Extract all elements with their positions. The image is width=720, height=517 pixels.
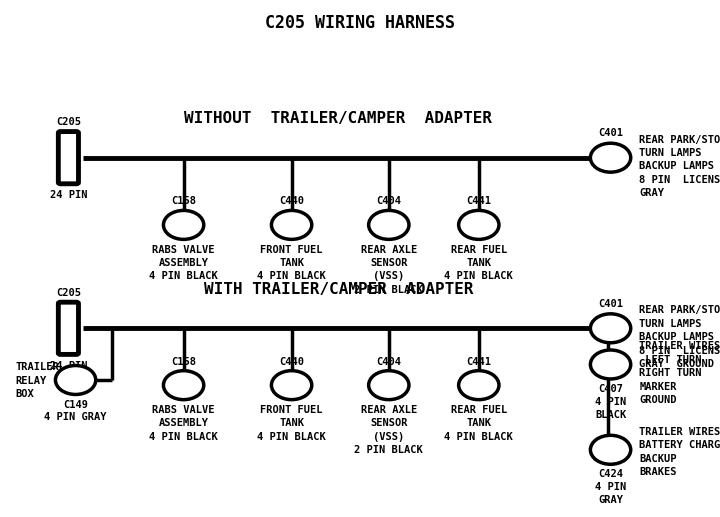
Text: REAR AXLE: REAR AXLE [361,405,417,415]
Text: FRONT FUEL: FRONT FUEL [261,245,323,254]
Text: 4 PIN BLACK: 4 PIN BLACK [444,432,513,442]
Text: GRAY: GRAY [639,188,665,199]
Circle shape [590,350,631,379]
Text: GRAY  GROUND: GRAY GROUND [639,359,714,369]
Text: 4 PIN: 4 PIN [595,482,626,492]
Text: C205 WIRING HARNESS: C205 WIRING HARNESS [265,14,455,32]
Text: BRAKES: BRAKES [639,467,677,477]
Text: ASSEMBLY: ASSEMBLY [158,258,209,268]
Circle shape [590,314,631,343]
Circle shape [590,143,631,172]
Text: WITH TRAILER/CAMPER  ADAPTER: WITH TRAILER/CAMPER ADAPTER [204,282,473,297]
Text: FRONT FUEL: FRONT FUEL [261,405,323,415]
Circle shape [369,210,409,239]
Text: RABS VALVE: RABS VALVE [153,245,215,254]
Text: 8 PIN  LICENSE LAMPS: 8 PIN LICENSE LAMPS [639,175,720,185]
Circle shape [163,371,204,400]
Text: MARKER: MARKER [639,382,677,392]
Text: C205: C205 [56,287,81,298]
Text: ASSEMBLY: ASSEMBLY [158,418,209,428]
Text: TRAILER WIRES: TRAILER WIRES [639,341,720,352]
Text: 4 PIN GRAY: 4 PIN GRAY [45,412,107,422]
Circle shape [163,210,204,239]
Circle shape [590,435,631,464]
Text: REAR PARK/STOP: REAR PARK/STOP [639,134,720,145]
Text: 4 PIN: 4 PIN [595,397,626,406]
Circle shape [271,371,312,400]
Text: RABS VALVE: RABS VALVE [153,405,215,415]
Text: TRAILER: TRAILER [16,362,60,372]
Text: C424: C424 [598,469,623,479]
Text: TURN LAMPS: TURN LAMPS [639,148,702,158]
Text: TANK: TANK [467,258,491,268]
Text: BACKUP LAMPS: BACKUP LAMPS [639,332,714,342]
Text: C404: C404 [377,357,401,367]
Text: REAR FUEL: REAR FUEL [451,405,507,415]
Text: LEFT TURN: LEFT TURN [639,355,702,365]
Text: (VSS): (VSS) [373,271,405,281]
Text: REAR AXLE: REAR AXLE [361,245,417,254]
Text: 4 PIN BLACK: 4 PIN BLACK [149,271,218,281]
Text: 4 PIN BLACK: 4 PIN BLACK [444,271,513,281]
Text: C401: C401 [598,299,623,309]
Text: RELAY: RELAY [16,375,47,386]
Text: 4 PIN BLACK: 4 PIN BLACK [257,271,326,281]
Text: TRAILER WIRES: TRAILER WIRES [639,427,720,437]
Text: SENSOR: SENSOR [370,258,408,268]
Text: C149: C149 [63,400,88,409]
Text: C440: C440 [279,196,304,206]
Text: C158: C158 [171,357,196,367]
Text: C205: C205 [56,117,81,127]
Circle shape [369,371,409,400]
Circle shape [459,210,499,239]
Text: RIGHT TURN: RIGHT TURN [639,368,702,378]
Text: BLACK: BLACK [595,410,626,420]
Text: WITHOUT  TRAILER/CAMPER  ADAPTER: WITHOUT TRAILER/CAMPER ADAPTER [184,111,492,127]
Text: C158: C158 [171,196,196,206]
Text: REAR FUEL: REAR FUEL [451,245,507,254]
FancyBboxPatch shape [58,302,78,355]
Text: 4 PIN BLACK: 4 PIN BLACK [149,432,218,442]
Text: TANK: TANK [279,258,304,268]
Text: GRAY: GRAY [598,495,623,505]
Text: SENSOR: SENSOR [370,418,408,428]
Circle shape [459,371,499,400]
Text: 4 PIN BLACK: 4 PIN BLACK [257,432,326,442]
Text: 24 PIN: 24 PIN [50,361,87,371]
Text: (VSS): (VSS) [373,432,405,442]
Text: BACKUP: BACKUP [639,453,677,464]
Text: TANK: TANK [279,418,304,428]
Text: C440: C440 [279,357,304,367]
Text: C441: C441 [467,196,491,206]
Text: REAR PARK/STOP: REAR PARK/STOP [639,305,720,315]
Text: BACKUP LAMPS: BACKUP LAMPS [639,161,714,172]
Text: C441: C441 [467,357,491,367]
Text: 24 PIN: 24 PIN [50,190,87,200]
Text: TANK: TANK [467,418,491,428]
Circle shape [55,366,96,394]
Text: 2 PIN BLACK: 2 PIN BLACK [354,445,423,455]
Text: BOX: BOX [16,389,35,399]
Text: 2 PIN BLACK: 2 PIN BLACK [354,285,423,295]
Text: BATTERY CHARGE: BATTERY CHARGE [639,440,720,450]
Text: C407: C407 [598,384,623,394]
Text: C401: C401 [598,128,623,138]
Text: 8 PIN  LICENSE LAMPS: 8 PIN LICENSE LAMPS [639,345,720,356]
Circle shape [271,210,312,239]
FancyBboxPatch shape [58,132,78,184]
Text: GROUND: GROUND [639,395,677,405]
Text: C404: C404 [377,196,401,206]
Text: TURN LAMPS: TURN LAMPS [639,318,702,329]
